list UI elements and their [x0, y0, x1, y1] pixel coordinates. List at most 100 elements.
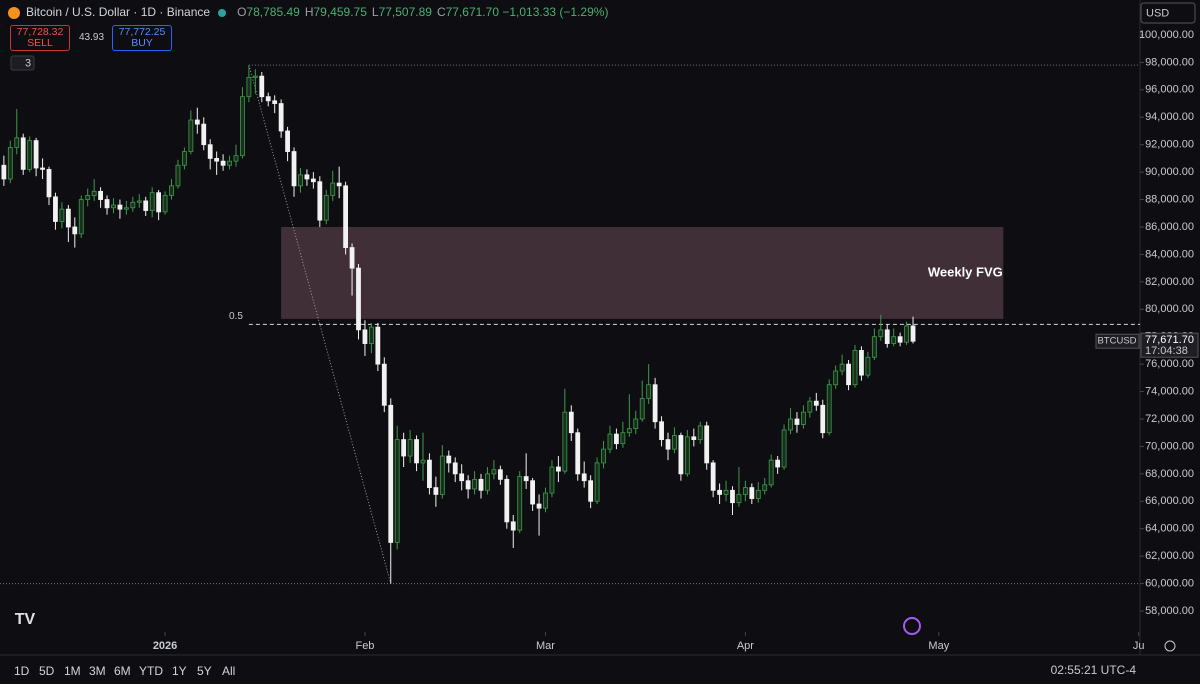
range-button[interactable]: 3M [89, 664, 106, 678]
candle-body [349, 247, 355, 269]
range-button[interactable]: 1M [64, 664, 81, 678]
x-tick-label: 2026 [153, 640, 177, 652]
status-dot [218, 9, 226, 17]
candle-body [214, 158, 220, 162]
candle-body [362, 329, 368, 344]
news-icon[interactable] [903, 617, 921, 635]
candle-body [420, 459, 426, 464]
candle-body [865, 356, 871, 376]
sell-button[interactable]: 77,728.32 SELL [10, 25, 70, 51]
candle-body [188, 119, 194, 152]
candle-body [330, 182, 336, 196]
sell-price: 77,728.32 [16, 26, 64, 38]
candle-body [904, 325, 909, 343]
fvg-zone [281, 226, 1004, 319]
candle-body [633, 418, 639, 430]
candle-body [691, 436, 697, 440]
y-tick-label: 96,000.00 [1145, 84, 1194, 96]
ohlc-key: L [371, 5, 379, 19]
range-button[interactable]: 1D [14, 664, 30, 678]
candle-body [427, 459, 432, 488]
candle-body [252, 75, 258, 78]
plot-area: Weekly FVG 0.5 [0, 64, 1140, 585]
indicator-count: 3 [25, 57, 31, 69]
candle-body [846, 363, 851, 386]
countdown: 17:04:38 [1145, 345, 1188, 357]
candle-body [826, 384, 832, 434]
x-tick-label: May [928, 640, 949, 652]
candle-body [85, 195, 91, 200]
candle-body [27, 140, 33, 170]
candle-body [788, 418, 793, 431]
candle-body [801, 411, 806, 425]
y-tick-label: 60,000.00 [1145, 577, 1194, 589]
candle-body [201, 123, 207, 146]
buy-label: BUY [131, 37, 153, 49]
candle-body [446, 455, 452, 464]
candle-body [575, 432, 581, 475]
ohlc: O78,785.49 H79,459.75 L77,507.89 C77,671.70 [232, 5, 499, 19]
candle-body [72, 226, 78, 235]
candle-body [762, 484, 768, 491]
range-button[interactable]: YTD [139, 664, 163, 678]
range-button[interactable]: 5Y [197, 664, 212, 678]
y-tick-label: 76,000.00 [1145, 358, 1194, 370]
ohlc-value: 77,671.70 [445, 5, 500, 19]
candle-body [594, 462, 600, 502]
currency-select[interactable] [1140, 2, 1196, 24]
candle-body [220, 160, 226, 166]
x-tick-label: Ju [1133, 640, 1145, 652]
candle-body [240, 96, 245, 157]
candle-body [278, 103, 284, 132]
settings-icon[interactable] [1164, 640, 1176, 652]
indicator-toggle[interactable] [10, 55, 35, 71]
candle-body [207, 144, 213, 159]
candle-body [839, 363, 845, 372]
candle-body [704, 425, 710, 464]
candle-body [659, 421, 664, 440]
candle-body [291, 151, 297, 187]
range-button[interactable]: All [222, 664, 236, 678]
candle-body [684, 436, 690, 475]
candle-body [672, 435, 677, 450]
price-tag [1140, 332, 1199, 358]
candle-body [356, 267, 361, 331]
range-button[interactable]: 6M [114, 664, 131, 678]
candle-body [639, 398, 645, 420]
candle-body [775, 459, 781, 468]
range-button[interactable]: 1Y [172, 664, 187, 678]
symbol-title: Bitcoin / U.S. Dollar · 1D · Binance [26, 5, 211, 19]
candle-body [111, 204, 116, 209]
candle-body [485, 473, 490, 491]
candle-body [497, 469, 503, 480]
candle-body [459, 473, 465, 482]
candle-body [478, 478, 484, 491]
candle-body [601, 448, 606, 464]
clock: 02:55:21 UTC-4 [1051, 663, 1137, 677]
candle-body [517, 476, 523, 531]
range-button[interactable]: 5D [39, 664, 55, 678]
candle-body [14, 137, 20, 148]
symbol-legend: Bitcoin / U.S. Dollar · 1D · Binance O78,… [26, 5, 608, 19]
candle-body [910, 325, 916, 342]
candle-body [472, 478, 477, 490]
candle-body [65, 208, 71, 228]
candle-body [652, 384, 658, 423]
candle-body [717, 489, 722, 495]
y-tick-label: 100,000.00 [1139, 29, 1194, 41]
candle-body [175, 164, 181, 187]
candle-body [536, 503, 542, 509]
candle-body [407, 439, 413, 457]
candle-body [807, 400, 813, 413]
candle-body [130, 201, 136, 209]
y-tick-label: 66,000.00 [1145, 495, 1194, 507]
candle-body [549, 466, 555, 494]
candle-body [143, 200, 149, 211]
candle-body [568, 411, 574, 434]
candle-body [117, 204, 123, 210]
candle-body [104, 199, 110, 209]
buy-price: 77,772.25 [118, 26, 166, 38]
buy-button[interactable]: 77,772.25 BUY [112, 25, 172, 51]
